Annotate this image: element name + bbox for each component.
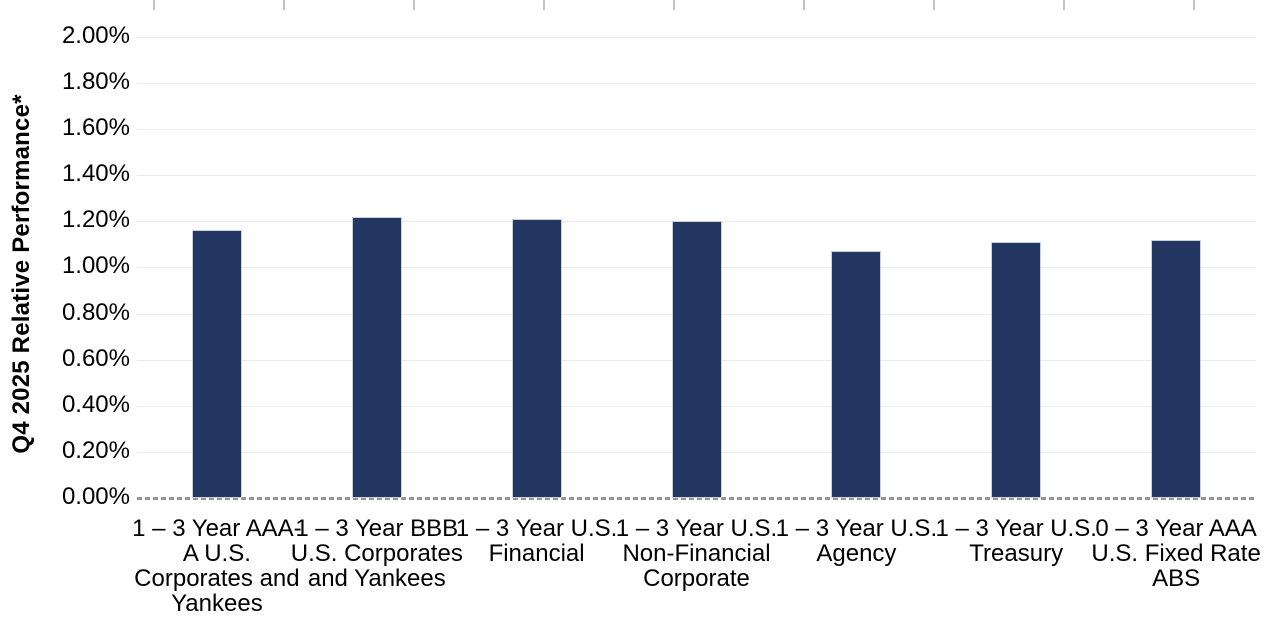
x-axis-category-label: 1 – 3 Year U.S. Treasury (935, 515, 1097, 567)
top-tick-mark (933, 0, 935, 10)
y-axis-tick-label: 0.60% (61, 344, 130, 372)
gridline (137, 82, 1256, 84)
top-tick-mark (1063, 0, 1065, 10)
top-tick-mark (283, 0, 285, 10)
x-axis-category-label: 1 – 3 Year BBB U.S. Corporates and Yanke… (290, 515, 463, 592)
bar (991, 242, 1042, 498)
top-tick-mark (1193, 0, 1195, 10)
top-tick-mark (673, 0, 675, 10)
top-tick-mark (153, 0, 155, 10)
bar (831, 251, 882, 498)
y-axis-tick-label: 0.80% (61, 298, 130, 326)
x-axis-category-label: 1 – 3 Year U.S. Agency (775, 515, 938, 567)
bar (351, 216, 402, 498)
bar (1151, 239, 1202, 498)
x-axis-category-label: 0 – 3 Year AAA U.S. Fixed Rate ABS (1091, 515, 1261, 592)
gridline (137, 129, 1256, 130)
y-axis-tick-label: 1.40% (61, 160, 130, 188)
y-axis-tick-label: 2.00% (61, 21, 130, 49)
top-tick-mark (803, 0, 805, 10)
bar (671, 221, 722, 498)
x-axis-category-label: 1 – 3 Year U.S. Financial (455, 515, 618, 567)
bar (511, 218, 562, 498)
y-axis-tick-label: 1.20% (61, 206, 130, 234)
x-axis-category-label: 1 – 3 Year AAA- A U.S. Corporates and Ya… (132, 515, 302, 617)
y-axis-tick-label: 1.60% (61, 114, 130, 141)
gridline (137, 36, 1256, 38)
gridline (137, 175, 1256, 177)
y-axis-tick-label: 1.00% (61, 252, 130, 280)
y-axis-tick-label: 0.40% (61, 390, 130, 418)
top-tick-mark (413, 0, 415, 10)
y-axis-tick-label: 0.00% (61, 483, 130, 510)
top-tick-mark (543, 0, 545, 10)
x-axis-category-label: 1 – 3 Year U.S. Non-Financial Corporate (615, 515, 778, 592)
y-axis-tick-label: 1.80% (61, 67, 130, 95)
zero-baseline (137, 497, 1256, 500)
bar (191, 230, 242, 498)
y-axis-tick-label: 0.20% (61, 436, 130, 464)
